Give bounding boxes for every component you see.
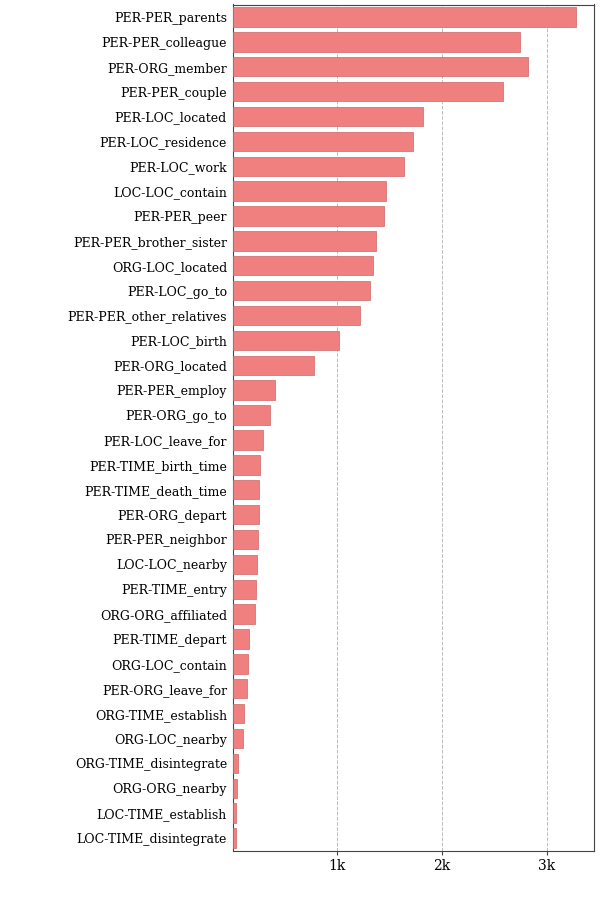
Bar <box>233 480 259 500</box>
Bar <box>233 804 236 823</box>
Bar <box>233 57 528 76</box>
Bar <box>233 605 255 624</box>
Bar <box>233 206 384 226</box>
Bar <box>233 330 339 350</box>
Bar <box>233 405 271 425</box>
Bar <box>233 231 376 250</box>
Bar <box>233 306 360 325</box>
Bar <box>233 680 247 698</box>
Bar <box>233 828 236 848</box>
Bar <box>233 7 576 27</box>
Bar <box>233 157 404 176</box>
Bar <box>233 455 260 474</box>
Bar <box>233 256 373 275</box>
Bar <box>233 753 238 773</box>
Bar <box>233 281 370 301</box>
Bar <box>233 778 237 798</box>
Bar <box>233 107 423 126</box>
Bar <box>233 580 256 598</box>
Bar <box>233 131 412 151</box>
Bar <box>233 554 257 574</box>
Bar <box>233 182 386 201</box>
Bar <box>233 729 242 748</box>
Bar <box>233 82 502 102</box>
Bar <box>233 505 259 525</box>
Bar <box>233 704 244 724</box>
Bar <box>233 430 263 450</box>
Bar <box>233 654 248 673</box>
Bar <box>233 381 275 400</box>
Bar <box>233 356 314 375</box>
Bar <box>233 32 520 51</box>
Bar <box>233 530 258 549</box>
Bar <box>233 629 249 649</box>
